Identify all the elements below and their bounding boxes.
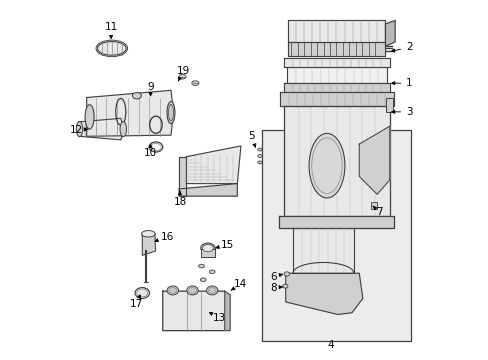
Text: 19: 19	[177, 66, 190, 81]
Ellipse shape	[168, 288, 176, 293]
Ellipse shape	[191, 81, 199, 86]
Ellipse shape	[85, 105, 94, 129]
Polygon shape	[292, 228, 353, 273]
Polygon shape	[142, 234, 155, 255]
Text: 15: 15	[215, 239, 233, 249]
Text: 1: 1	[391, 78, 412, 88]
Ellipse shape	[168, 104, 173, 121]
Ellipse shape	[284, 272, 289, 276]
Ellipse shape	[201, 243, 215, 253]
Polygon shape	[179, 157, 186, 196]
Polygon shape	[385, 21, 394, 46]
Ellipse shape	[97, 41, 126, 55]
Ellipse shape	[257, 148, 262, 151]
Polygon shape	[79, 118, 124, 140]
Ellipse shape	[257, 154, 262, 157]
Ellipse shape	[202, 244, 213, 252]
Ellipse shape	[76, 122, 82, 136]
Ellipse shape	[282, 284, 287, 288]
Polygon shape	[287, 21, 385, 42]
Polygon shape	[284, 58, 389, 67]
Ellipse shape	[200, 278, 206, 282]
Text: 13: 13	[209, 312, 225, 323]
Polygon shape	[278, 216, 394, 228]
Polygon shape	[163, 291, 228, 330]
Bar	[201, 249, 215, 257]
Ellipse shape	[137, 289, 147, 297]
Text: 5: 5	[248, 131, 255, 147]
Text: 9: 9	[147, 82, 154, 96]
Text: 6: 6	[270, 272, 282, 282]
Polygon shape	[186, 146, 241, 184]
Polygon shape	[284, 83, 389, 92]
Polygon shape	[285, 273, 362, 315]
Text: 2: 2	[391, 42, 412, 52]
Text: 7: 7	[372, 206, 382, 217]
Ellipse shape	[120, 122, 126, 136]
Text: 3: 3	[391, 107, 412, 117]
Text: 10: 10	[143, 144, 157, 158]
Ellipse shape	[167, 286, 178, 295]
Ellipse shape	[209, 270, 215, 274]
Text: 8: 8	[270, 283, 282, 293]
Text: 16: 16	[155, 232, 174, 242]
Ellipse shape	[179, 75, 185, 79]
Ellipse shape	[206, 286, 218, 295]
Polygon shape	[286, 67, 386, 83]
Ellipse shape	[198, 264, 204, 268]
Text: 11: 11	[104, 22, 118, 39]
Bar	[261, 130, 410, 341]
Ellipse shape	[208, 288, 216, 293]
Ellipse shape	[167, 102, 175, 124]
Ellipse shape	[132, 93, 141, 99]
Polygon shape	[179, 184, 237, 196]
Ellipse shape	[308, 134, 344, 198]
Ellipse shape	[188, 288, 196, 293]
Polygon shape	[284, 107, 389, 216]
Polygon shape	[287, 42, 385, 56]
Text: 4: 4	[326, 340, 333, 350]
Polygon shape	[279, 92, 394, 107]
Text: 17: 17	[130, 295, 143, 309]
Polygon shape	[86, 90, 173, 136]
Ellipse shape	[257, 161, 262, 164]
Polygon shape	[359, 126, 389, 194]
Polygon shape	[224, 291, 230, 330]
Bar	[386, 98, 392, 112]
Text: 14: 14	[231, 279, 247, 290]
Text: 18: 18	[173, 192, 186, 207]
Ellipse shape	[142, 230, 155, 237]
Bar	[370, 202, 376, 209]
Ellipse shape	[186, 286, 198, 295]
Text: 12: 12	[69, 125, 88, 135]
